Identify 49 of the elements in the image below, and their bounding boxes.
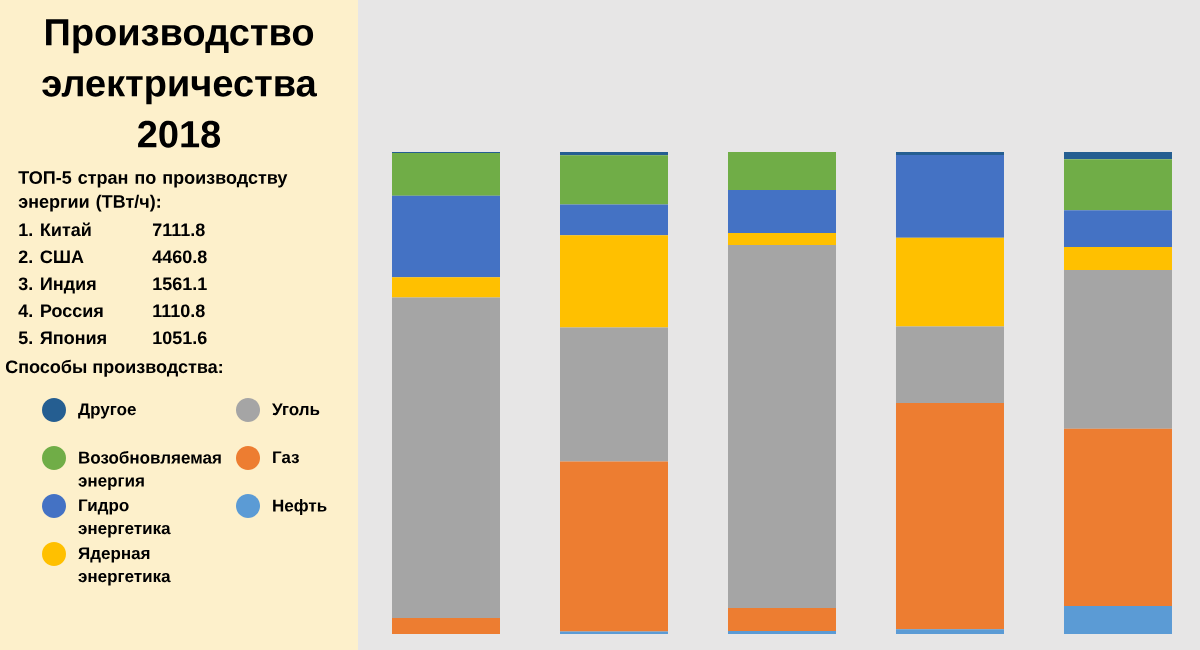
bar xyxy=(896,326,1004,404)
text: 1051.6 xyxy=(153,331,207,345)
text: 1. Китай xyxy=(19,222,91,237)
text: 7111.8 xyxy=(152,223,205,237)
bar xyxy=(560,204,668,236)
bar xyxy=(896,629,1004,634)
text: 3. Индия xyxy=(18,277,96,294)
text: 2. США xyxy=(18,250,84,264)
chart-title: Производство электричества 2018 xyxy=(42,19,317,148)
legend-label: Другое xyxy=(78,403,136,419)
bar xyxy=(1063,428,1172,607)
bar xyxy=(728,631,836,634)
bar xyxy=(1063,210,1172,247)
bar xyxy=(1063,270,1172,429)
text: 1110.8 xyxy=(153,304,205,318)
legend-label: Ядерная энергетика xyxy=(78,547,171,586)
bar xyxy=(896,403,1004,630)
bar xyxy=(392,618,500,634)
bar xyxy=(1063,606,1172,634)
bar xyxy=(1063,151,1172,160)
bar xyxy=(728,232,836,246)
text: 5. Япония xyxy=(18,331,106,345)
text: 4. Россия xyxy=(18,304,103,318)
bar xyxy=(896,151,1004,155)
bar xyxy=(728,151,836,191)
bar xyxy=(1063,159,1172,211)
bar xyxy=(560,461,668,632)
bar xyxy=(896,237,1004,327)
legend-label: Нефть xyxy=(273,499,327,515)
text: 1561.1 xyxy=(153,277,207,291)
bar xyxy=(392,195,500,278)
bar xyxy=(560,235,668,328)
legend-label: Гидро энергетика xyxy=(78,499,171,538)
legend-label: Газ xyxy=(273,451,299,464)
bar xyxy=(728,245,836,608)
legend-label: Возобновляемая энергия xyxy=(78,451,221,490)
legend-label: Уголь xyxy=(272,403,320,416)
bar xyxy=(560,327,668,462)
text: 4460.8 xyxy=(152,250,207,264)
bar xyxy=(896,154,1004,238)
legend-title: Способы производства: xyxy=(5,359,222,377)
bar xyxy=(728,190,836,233)
bar xyxy=(392,297,500,619)
bar xyxy=(560,155,668,205)
bar xyxy=(392,152,500,196)
bar xyxy=(728,607,836,632)
bar xyxy=(392,277,500,298)
text: ТОП-5 стран по производству энергии (ТВт/ч): xyxy=(18,171,288,212)
bar xyxy=(1063,246,1172,271)
